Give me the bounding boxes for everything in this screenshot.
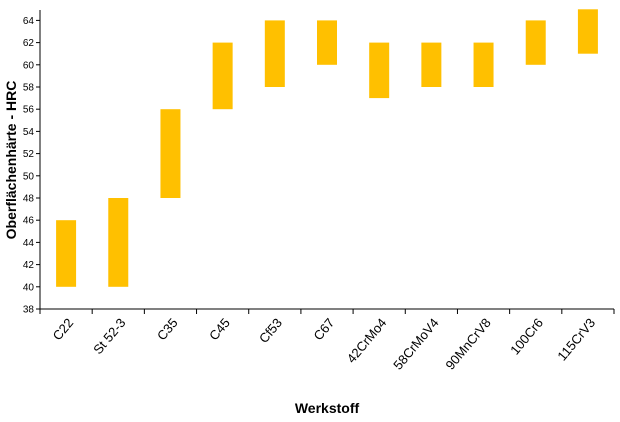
y-tick-label: 52 — [23, 149, 35, 160]
y-tick-label: 40 — [23, 282, 35, 293]
range-bar — [317, 20, 337, 65]
y-tick-label: 54 — [23, 127, 35, 138]
range-bar — [577, 9, 598, 54]
x-tick-label: 100Cr6 — [507, 315, 546, 357]
y-tick-label: 38 — [23, 305, 35, 316]
y-tick-label: 58 — [23, 83, 35, 94]
range-bar — [56, 220, 77, 287]
x-tick-label: 115CrV3 — [554, 315, 598, 363]
y-tick-label: 62 — [23, 38, 35, 49]
x-tick-label: 90MnCrV8 — [442, 315, 493, 372]
y-tick-label: 50 — [23, 171, 35, 182]
x-tick-label: C67 — [310, 315, 337, 343]
y-tick-label: 56 — [23, 105, 35, 116]
y-tick-label: 60 — [23, 60, 35, 71]
y-tick-label: 42 — [23, 260, 35, 271]
x-tick-label: St 52-3 — [90, 315, 128, 357]
x-tick-label: C45 — [206, 315, 233, 343]
y-tick-label: 48 — [23, 194, 35, 205]
range-bar — [525, 20, 546, 65]
range-bar — [160, 109, 181, 198]
y-tick-label: 46 — [23, 216, 35, 227]
range-bar — [473, 42, 494, 87]
y-tick-label: 64 — [23, 16, 35, 27]
range-bar — [264, 20, 285, 87]
x-axis-title: Werkstoff — [295, 400, 360, 416]
x-tick-label: Cf53 — [256, 315, 285, 346]
x-tick-label: C35 — [154, 315, 181, 343]
range-bar — [108, 198, 129, 287]
range-bar — [369, 42, 390, 99]
x-axis-ticks: C22 St 52-3 C35 C45 Cf53 C67 42CrMo4 58CrMoV4 90… — [39, 309, 615, 373]
y-axis-title: Oberflächenhärte - HRC — [3, 81, 19, 240]
range-bar — [421, 42, 442, 87]
y-tick-label: 44 — [23, 238, 35, 249]
x-tick-label: C22 — [50, 315, 77, 343]
range-bar — [212, 42, 233, 110]
x-tick-label: 42CrMo4 — [344, 315, 390, 366]
x-tick-label: 58CrMoV4 — [390, 315, 441, 372]
range-bars — [56, 9, 598, 287]
y-axis-ticks: 38 40 42 44 46 48 50 52 54 56 58 60 62 64 — [23, 16, 40, 316]
